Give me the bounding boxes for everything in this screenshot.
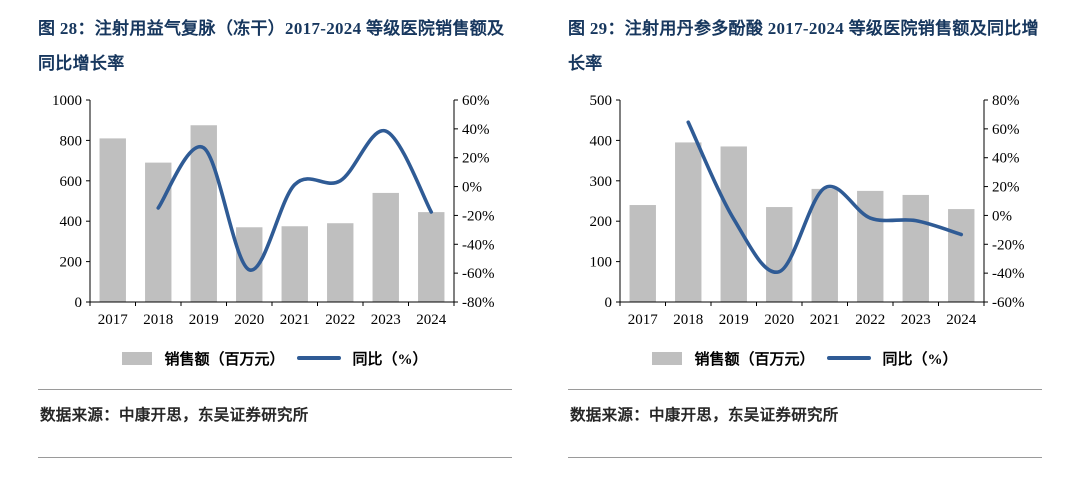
x-axis-label: 2022 (325, 312, 355, 328)
x-axis-label: 2019 (719, 312, 749, 328)
figure-29-panel: 图 29：注射用丹参多酚酸 2017-2024 等级医院销售额及同比增长率 0 1… (568, 12, 1042, 458)
left-axis-tick-label: 1000 (52, 93, 82, 109)
x-axis-label: 2021 (280, 312, 310, 328)
x-axis-label: 2020 (764, 312, 794, 328)
yoy-growth-line (686, 120, 964, 274)
x-axis-label: 2018 (143, 312, 173, 328)
left-axis-tick-label: 500 (590, 93, 613, 109)
bar-2020 (766, 206, 793, 302)
right-axis-tick-label: -40% (992, 266, 1025, 282)
figure-29-legend: 销售额（百万元） 同比（%） (568, 348, 1042, 369)
right-axis-tick-label: -60% (992, 295, 1025, 311)
line-legend-swatch (296, 356, 341, 361)
figure-28-source: 数据来源：中康开思，东吴证券研究所 (40, 406, 309, 424)
x-axis-label: 2017 (628, 312, 659, 328)
yoy-growth-line (156, 128, 434, 272)
x-axis-label: 2018 (673, 312, 703, 328)
right-axis-tick-label: 40% (462, 122, 490, 138)
left-axis-tick-label: 0 (75, 295, 83, 311)
divider-bottom (38, 456, 512, 458)
divider-top (38, 388, 512, 390)
right-axis-tick-label: 80% (992, 93, 1020, 109)
bar-2017 (99, 138, 126, 302)
bar-legend-swatch (122, 351, 153, 365)
bar-legend-swatch (652, 351, 683, 365)
bar-2024 (418, 211, 445, 302)
right-axis-tick-label: -80% (462, 295, 495, 311)
right-axis-tick-label: -20% (462, 208, 495, 224)
bar-legend-label: 销售额（百万元） (694, 351, 815, 368)
x-axis-label: 2017 (98, 312, 129, 328)
left-axis-tick-label: 0 (605, 295, 613, 311)
x-axis-label: 2022 (855, 312, 885, 328)
x-axis-label: 2023 (371, 312, 401, 328)
x-axis-label: 2019 (189, 312, 219, 328)
right-axis-tick-label: -60% (462, 266, 495, 282)
x-axis-label: 2020 (234, 312, 264, 328)
right-axis-tick-label: 60% (992, 122, 1020, 138)
bar-2021 (281, 225, 308, 302)
x-axis-label: 2024 (416, 312, 447, 328)
bar-2024 (948, 208, 975, 302)
research-report-figures: 图 28：注射用益气复脉（冻干）2017-2024 等级医院销售额及同比增长率 … (38, 12, 1042, 458)
x-axis-label: 2023 (901, 312, 931, 328)
figure-28-legend: 销售额（百万元） 同比（%） (38, 348, 512, 369)
figure-28-title: 图 28：注射用益气复脉（冻干）2017-2024 等级医院销售额及同比增长率 (38, 19, 505, 73)
x-axis-label: 2021 (810, 312, 840, 328)
left-axis-tick-label: 400 (590, 133, 613, 149)
x-axis-label: 2024 (946, 312, 977, 328)
bar-2018 (675, 142, 702, 302)
figure-29-chart: 0 100 200 300 400 500 -60% -40% -20% 0% 20% 40% 60% 8… (590, 93, 1025, 328)
right-axis-tick-label: 20% (992, 179, 1020, 195)
line-legend-label: 同比（%） (352, 351, 428, 368)
divider-bottom (568, 456, 1042, 458)
left-axis-tick-label: 200 (590, 214, 613, 230)
divider-top (568, 388, 1042, 390)
right-axis-tick-label: 0% (462, 179, 482, 195)
left-axis-tick-label: 600 (60, 173, 83, 189)
right-axis-tick-label: 0% (992, 208, 1012, 224)
bar-2019 (190, 124, 217, 302)
right-axis-tick-label: 20% (462, 150, 490, 166)
right-axis-tick-label: -40% (462, 237, 495, 253)
bar-2018 (145, 162, 172, 302)
left-axis-tick-label: 800 (60, 133, 83, 149)
bar-2023 (372, 192, 399, 302)
bar-2022 (857, 190, 884, 302)
right-axis-tick-label: 40% (992, 150, 1020, 166)
right-axis-tick-label: 60% (462, 93, 490, 109)
bar-2019 (720, 146, 747, 302)
bar-legend-label: 销售额（百万元） (164, 351, 285, 368)
left-axis-tick-label: 300 (590, 173, 613, 189)
figure-28-chart: 0 200 400 600 800 1000 -80% -60% -40% -20% 0% 20% 40… (52, 93, 495, 328)
figure-28-panel: 图 28：注射用益气复脉（冻干）2017-2024 等级医院销售额及同比增长率 … (38, 12, 512, 458)
bar-2022 (327, 222, 354, 302)
bar-2017 (629, 204, 656, 302)
left-axis-tick-label: 400 (60, 214, 83, 230)
figure-29-title: 图 29：注射用丹参多酚酸 2017-2024 等级医院销售额及同比增长率 (568, 19, 1039, 73)
figure-29-source: 数据来源：中康开思，东吴证券研究所 (570, 406, 839, 424)
line-legend-swatch (826, 356, 871, 361)
right-axis-tick-label: -20% (992, 237, 1025, 253)
left-axis-tick-label: 200 (60, 254, 83, 270)
line-legend-label: 同比（%） (882, 351, 958, 368)
left-axis-tick-label: 100 (590, 254, 613, 270)
bar-2023 (902, 194, 929, 302)
bar-2021 (811, 188, 838, 302)
